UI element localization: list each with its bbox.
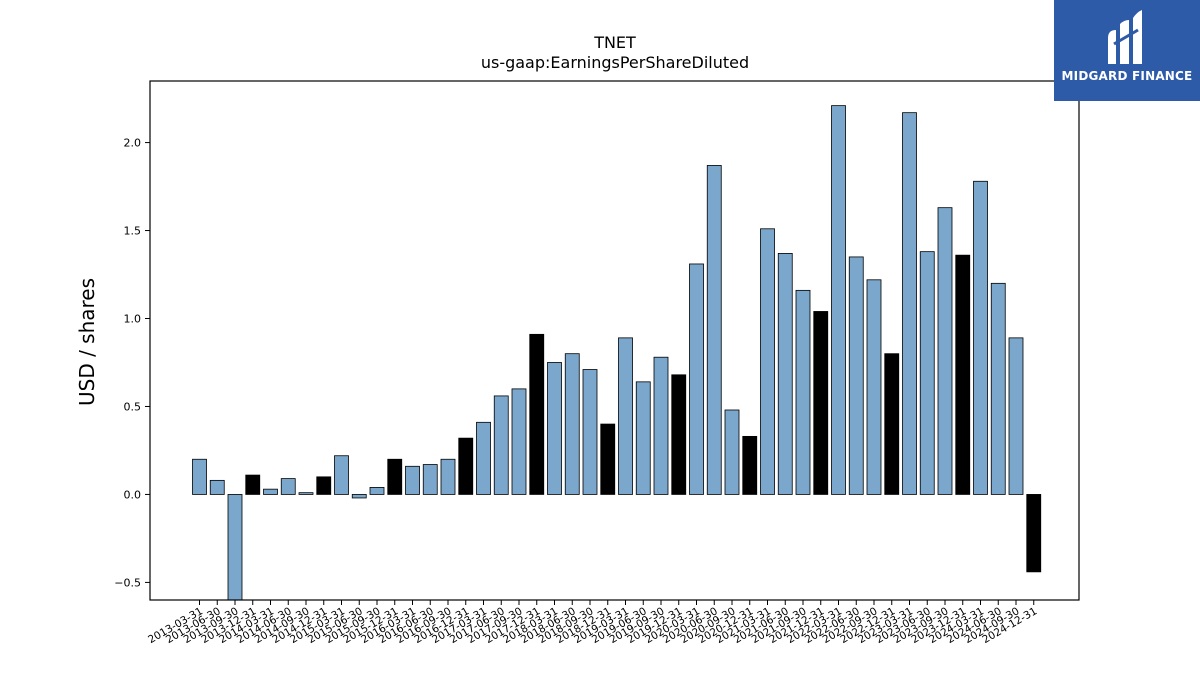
bar-2022-03-31 (831, 105, 846, 495)
bar-2024-12-31 (1026, 494, 1042, 573)
bar-2021-03-31 (760, 228, 775, 495)
y-tick-label: 1.0 (124, 313, 142, 326)
bar-2015-12-31 (387, 458, 403, 495)
logo-text: MIDGARD FINANCE (1061, 69, 1193, 83)
bar-2020-09-30 (724, 409, 740, 495)
bar-2019-12-31 (671, 374, 687, 495)
bar-2014-12-31 (316, 476, 332, 495)
plot-frame (149, 80, 1080, 601)
bar-2015-09-30 (369, 487, 385, 495)
bar-2021-06-30 (777, 253, 793, 495)
bar-2023-03-31 (902, 112, 917, 495)
bar-2018-12-31 (600, 423, 616, 495)
bar-2023-09-30 (937, 207, 953, 495)
bar-2018-09-30 (582, 369, 598, 495)
bar-2019-06-30 (635, 381, 651, 495)
bar-2017-03-31 (476, 421, 491, 495)
bar-2015-06-30 (351, 494, 367, 499)
bar-2020-12-31 (742, 435, 758, 495)
bar-2013-12-31 (245, 474, 261, 495)
y-tick-label: 1.5 (124, 225, 142, 238)
bar-2018-06-30 (564, 353, 580, 495)
bar-2013-06-30 (209, 479, 225, 495)
bar-2019-09-30 (653, 356, 669, 495)
y-axis-label: USD / shares (75, 278, 99, 406)
bar-2013-03-31 (192, 458, 207, 495)
bar-2016-06-30 (422, 464, 438, 495)
y-tick-label: −0.5 (114, 576, 141, 589)
chart-subtitle: us-gaap:EarningsPerShareDiluted (481, 53, 749, 72)
midgard-logo-icon (1108, 10, 1142, 64)
bar-2017-06-30 (493, 395, 509, 495)
bars-group (192, 105, 1042, 601)
bar-2014-06-30 (280, 478, 296, 495)
bar-2022-09-30 (866, 279, 882, 495)
y-axis-ticks: −0.5 0.0 0.5 1.0 1.5 2.0 (114, 137, 150, 589)
bar-2020-06-30 (706, 165, 722, 495)
bar-2018-03-31 (547, 362, 562, 495)
y-tick-label: 0.5 (124, 400, 142, 413)
chart-title: TNET (593, 33, 636, 52)
bar-2017-12-31 (529, 333, 545, 495)
bar-2017-09-30 (511, 388, 527, 495)
bar-2023-12-31 (955, 254, 971, 495)
y-tick-label: 2.0 (124, 137, 142, 150)
bar-2023-06-30 (919, 251, 935, 495)
bar-2021-12-31 (813, 311, 829, 495)
bar-2021-09-30 (795, 289, 811, 495)
bar-2013-09-30 (227, 494, 243, 601)
x-axis-ticks: 2013-03-312013-06-302013-09-302013-12-31… (146, 600, 1039, 646)
bar-2014-03-31 (263, 488, 278, 495)
bar-2022-06-30 (848, 256, 864, 495)
bar-2014-09-30 (298, 492, 314, 495)
bar-2024-03-31 (973, 180, 988, 495)
bar-2016-03-31 (405, 465, 420, 495)
bar-2015-03-31 (334, 455, 349, 495)
bar-2024-09-30 (1008, 337, 1024, 495)
bar-2019-03-31 (618, 337, 633, 495)
bar-2022-12-31 (884, 353, 900, 495)
y-tick-label: 0.0 (124, 488, 142, 501)
bar-2024-06-30 (990, 282, 1006, 495)
bar-2016-09-30 (440, 458, 456, 495)
midgard-finance-logo: MIDGARD FINANCE (1054, 0, 1200, 101)
bar-2016-12-31 (458, 437, 474, 495)
bar-2020-03-31 (689, 263, 704, 495)
